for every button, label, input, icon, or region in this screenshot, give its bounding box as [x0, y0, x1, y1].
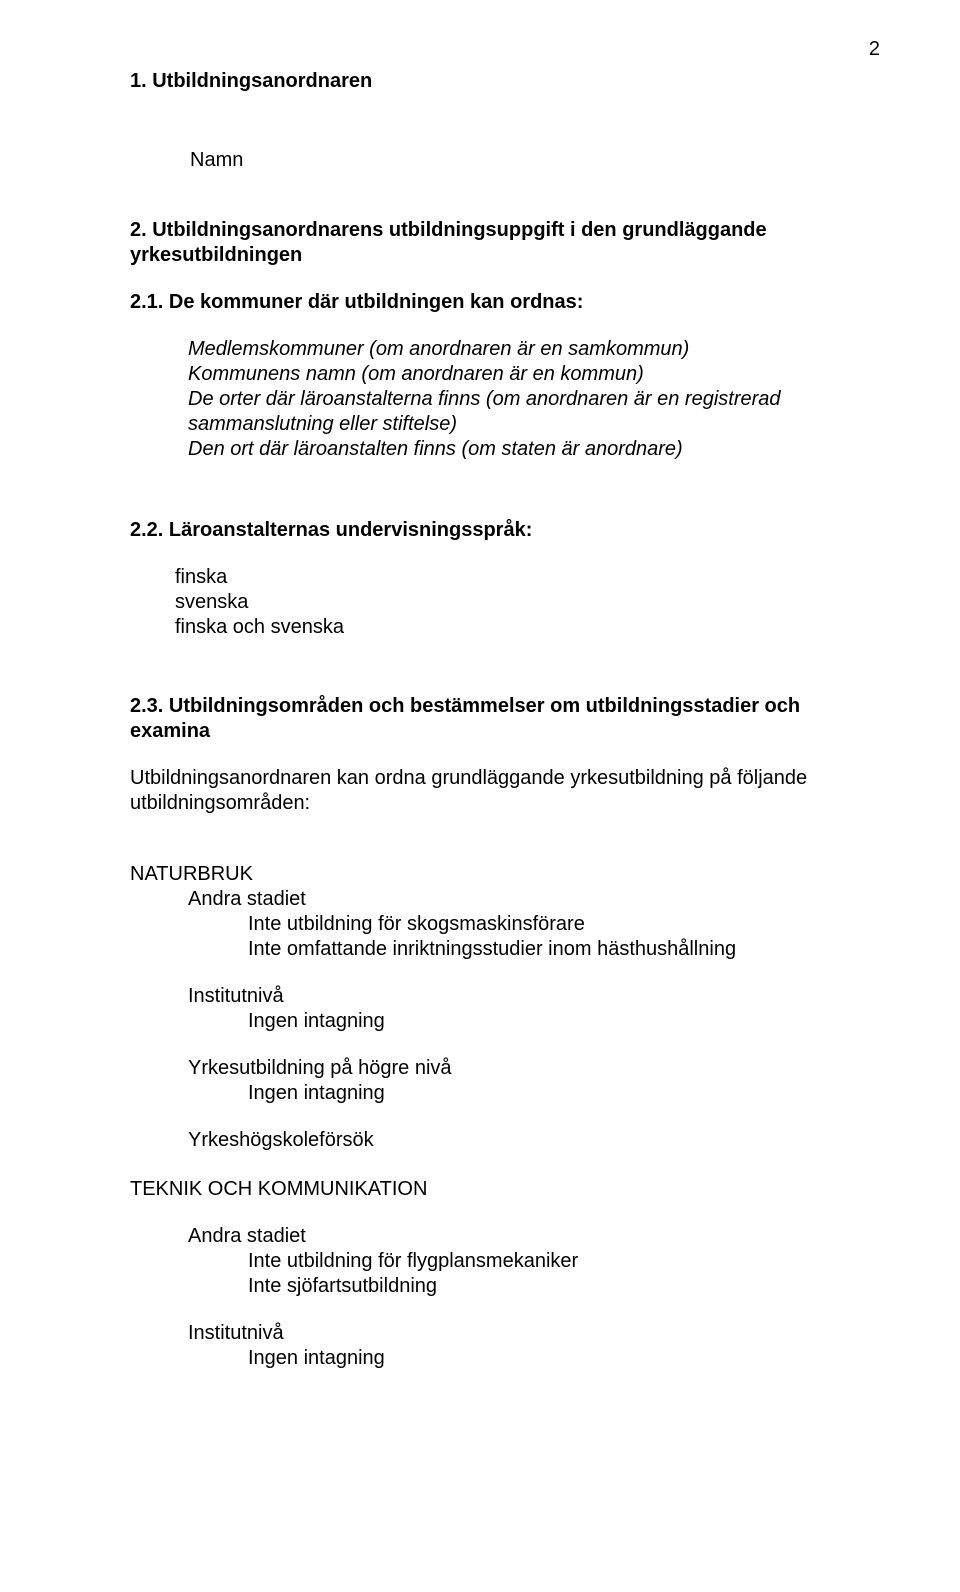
section-2-1-body: Medlemskommuner (om anordnaren är en sam… — [188, 337, 860, 462]
text-line: Inte sjöfartsutbildning — [248, 1274, 860, 1299]
stage-label: Yrkeshögskoleförsök — [188, 1128, 860, 1153]
section-2-3-heading: 2.3. Utbildningsområden och bestämmelser… — [130, 694, 860, 744]
stage-label: Andra stadiet — [188, 1224, 860, 1249]
text-line: Medlemskommuner (om anordnaren är en sam… — [188, 337, 860, 362]
section-2-2-body: finska svenska finska och svenska — [175, 565, 860, 640]
stage-label: Yrkesutbildning på högre nivå — [188, 1056, 860, 1081]
stage-label: Institutnivå — [188, 984, 860, 1009]
section-1-heading: 1. Utbildningsanordnaren — [130, 70, 860, 93]
page-number: 2 — [869, 38, 880, 61]
text-line: finska — [175, 565, 860, 590]
section-2-3-intro: Utbildningsanordnaren kan ordna grundläg… — [130, 766, 860, 816]
text-line: Ingen intagning — [248, 1081, 860, 1106]
text-line: finska och svenska — [175, 615, 860, 640]
document-body: 1. Utbildningsanordnaren Namn 2. Utbildn… — [0, 0, 960, 1431]
section-2-1-heading: 2.1. De kommuner där utbildningen kan or… — [130, 290, 860, 315]
text-line: svenska — [175, 590, 860, 615]
category-title: NATURBRUK — [130, 862, 860, 887]
text-line: De orter där läroanstalterna finns (om a… — [188, 387, 860, 437]
section-2-heading: 2. Utbildningsanordnarens utbildningsupp… — [130, 218, 860, 268]
category-title: TEKNIK OCH KOMMUNIKATION — [130, 1177, 860, 1202]
text-line: Inte utbildning för skogsmaskinsförare — [248, 912, 860, 937]
stage-label: Andra stadiet — [188, 887, 860, 912]
text-line: Ingen intagning — [248, 1009, 860, 1034]
stage-label: Institutnivå — [188, 1321, 860, 1346]
name-label: Namn — [190, 149, 860, 172]
text-line: Kommunens namn (om anordnaren är en komm… — [188, 362, 860, 387]
section-2-2-heading: 2.2. Läroanstalternas undervisningsspråk… — [130, 518, 860, 543]
text-line: Ingen intagning — [248, 1346, 860, 1371]
text-line: Inte utbildning för flygplansmekaniker — [248, 1249, 860, 1274]
text-line: Den ort där läroanstalten finns (om stat… — [188, 437, 860, 462]
text-line: Inte omfattande inriktningsstudier inom … — [248, 937, 860, 962]
